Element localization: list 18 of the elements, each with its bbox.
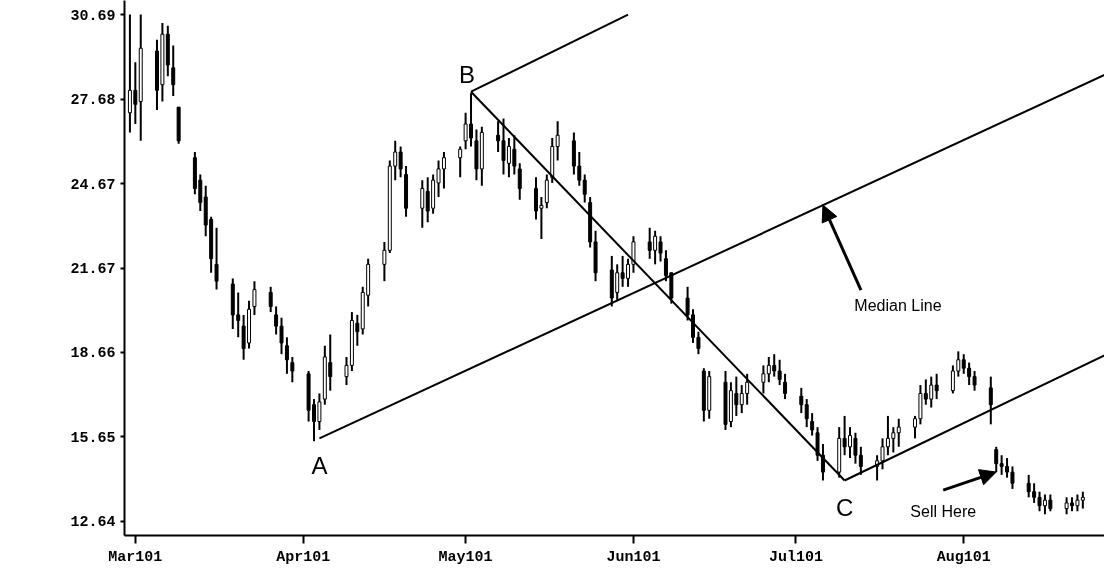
y-tick-label: 12.64	[70, 514, 116, 532]
annotation: Median Line	[854, 296, 942, 314]
y-tick-label: 24.67	[70, 176, 116, 194]
x-tick-label: Mar101	[108, 548, 163, 566]
x-tick-label: Apr101	[276, 548, 331, 566]
y-tick-label: 27.68	[70, 92, 116, 110]
x-tick-label: Aug101	[936, 548, 991, 566]
x-tick-label: Jul101	[768, 548, 823, 566]
x-tick-label: Jun101	[606, 548, 661, 566]
x-tick-label: May101	[438, 548, 493, 566]
annotation: C	[835, 494, 854, 522]
y-tick-label: 15.65	[70, 429, 116, 447]
annotation: Sell Here	[910, 502, 977, 520]
annotation: B	[459, 60, 476, 88]
y-tick-label: 18.66	[70, 345, 116, 363]
y-tick-label: 21.67	[70, 261, 116, 278]
y-tick-label: 30.69	[70, 7, 116, 25]
annotation: A	[311, 452, 328, 480]
